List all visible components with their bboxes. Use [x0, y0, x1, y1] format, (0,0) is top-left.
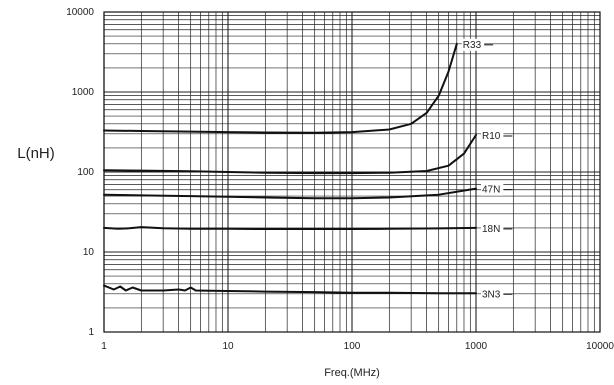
series-label-bg	[461, 38, 485, 51]
series-label-bg	[481, 130, 504, 143]
y-tick-label: 10	[83, 247, 95, 258]
x-tick-label: 1000	[465, 341, 488, 352]
series-label-bg	[481, 288, 504, 301]
series-label-bg	[481, 222, 504, 235]
series-line-r33	[103, 42, 458, 134]
y-tick-label: 1000	[72, 87, 95, 98]
plot-frame	[103, 11, 601, 333]
x-tick-label: 100	[344, 341, 361, 352]
series-label-bg	[481, 183, 504, 196]
x-tick-label: 10	[222, 341, 234, 352]
grid	[103, 12, 600, 333]
series-label-18n: 18N	[482, 224, 500, 235]
x-tick-label: 1	[101, 341, 107, 352]
y-tick-label: 10000	[66, 7, 94, 18]
x-axis-title: Freq.(MHz)	[324, 367, 380, 379]
series-line-r10	[103, 134, 477, 175]
series-label-r10: R10	[482, 131, 501, 142]
series-line-47n	[103, 187, 477, 200]
series-labels: R33 R10 47N 18N 3N3	[461, 38, 513, 301]
y-tick-label: 1	[88, 327, 94, 338]
series-label-r33: R33	[463, 40, 482, 51]
y-axis-title: L(nH)	[17, 145, 55, 162]
x-tick-label: 10000	[586, 341, 614, 352]
x-tick-labels: 1 10 100 1000 10000	[101, 341, 614, 352]
series-label-47n: 47N	[482, 185, 500, 196]
series-line-18n	[103, 226, 477, 230]
series-label-3n3: 3N3	[482, 289, 501, 300]
y-tick-label: 100	[77, 167, 94, 178]
series-line-3n3	[103, 284, 477, 295]
y-tick-labels: 1 10 100 1000 10000	[66, 7, 94, 338]
series-lines	[103, 42, 477, 295]
